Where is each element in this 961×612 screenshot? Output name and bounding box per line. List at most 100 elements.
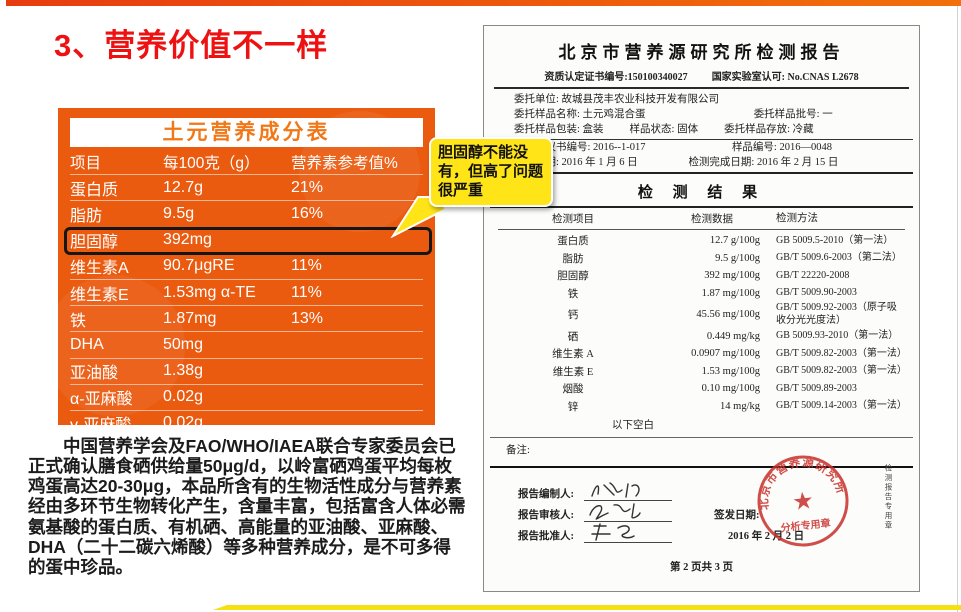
signature-approver: [584, 523, 672, 544]
table-cell: 12.7g: [163, 178, 204, 196]
table-row: 亚油酸 1.38g: [70, 359, 423, 385]
report-meta: 委托单位: 故城县茂丰农业科技开发有限公司 委托样品名称: 土元鸡混合蛋 委托样…: [484, 92, 919, 174]
page-edge-line: [957, 6, 958, 612]
results-cell: GB/T 5009.82-2003（第一法）: [776, 347, 907, 359]
results-cell: 45.56 mg/100g: [696, 309, 760, 321]
nutrition-table-title: 土元营养成分表: [70, 118, 423, 147]
divider: [490, 466, 913, 469]
results-cell: 0.449 mg/kg: [706, 330, 760, 342]
issue-date-value: 2016 年 2 月 2 日: [728, 531, 805, 543]
meta-row: 委托样品包装: 盒装 样品状态: 固体 委托样品存放: 冷藏: [484, 122, 919, 139]
signature-block: 报告编制人: 报告审核人: 签发日期: 报告批准人: 2016 年 2 月 2 …: [518, 480, 919, 544]
meta-agreement-no: 委托协议书编号: 2016--1-017: [514, 142, 646, 153]
table-row: γ-亚麻酸 0.02g: [70, 411, 423, 438]
results-cell: 蛋白质: [557, 236, 589, 248]
seal-type-text: 分析专用章: [780, 516, 831, 534]
meta-sample-no: 样品编号: 2016—0048: [731, 142, 832, 153]
results-header-item: 检测项目: [552, 214, 594, 225]
results-row: 维生素 A 0.0907 mg/100g GB/T 5009.82-2003（第一法…: [498, 345, 907, 363]
signature-row: 报告批准人: 2016 年 2 月 2 日: [518, 522, 919, 544]
results-row: 钙 45.56 mg/100g GB/T 5009.92-2003（原子吸收分光光度…: [498, 302, 905, 327]
results-cell: 维生素 A: [552, 349, 594, 361]
sign-compiler-label: 报告编制人:: [518, 489, 574, 501]
nutrition-panel: 土元营养成分表 项目 每100克（g） 营养素参考值% 蛋白质 12.7g 21% 脂…: [58, 108, 435, 438]
results-cell: GB/T 22220-2008: [776, 269, 850, 281]
meta-batch: 委托样品批号: 一: [753, 109, 833, 120]
results-cell: 烟酸: [562, 384, 584, 396]
seal-star-icon: ★: [791, 488, 815, 516]
table-cell: α-亚麻酸: [70, 391, 133, 409]
signature-row: 报告审核人: 签发日期:: [518, 501, 919, 523]
results-row: 维生素 E 1.53 mg/100g GB/T 5009.82-2003（第一法）: [498, 363, 907, 381]
page-number: 第 2 页共 3 页: [670, 562, 733, 573]
results-rows: 蛋白质 12.7 g/100g GB 5009.5-2010（第一法） 脂肪 9.5 g…: [498, 232, 907, 416]
table-cell: 11%: [291, 257, 322, 275]
callout-bubble: 胆固醇不能没有，但高了问题很严重: [429, 137, 553, 208]
sign-approver-label: 报告批准人:: [518, 531, 574, 543]
results-cell: 铁: [567, 289, 579, 301]
signature-compiler: [584, 482, 672, 502]
table-cell: 亚油酸: [70, 365, 119, 383]
results-cell: 维生素 E: [552, 366, 594, 378]
table-cell: 维生素A: [70, 260, 129, 278]
table-row: 维生素A 90.7μgRE 11%: [70, 254, 423, 280]
issue-date-label: 签发日期:: [714, 510, 760, 522]
results-cell: GB/T 5009.90-2003: [776, 287, 857, 299]
results-row: 胆固醇 392 mg/100g GB/T 22220-2008: [498, 267, 905, 285]
lab-accreditation: 国家实验室认可: No.CNAS L2678: [711, 72, 859, 83]
meta-state: 样品状态: 固体: [629, 124, 699, 135]
results-cell: 0.0907 mg/100g: [691, 348, 760, 360]
test-report-scan: 北京市营养源研究所检测报告 资质认定证书编号:150100340027 国家实验…: [483, 25, 920, 592]
results-cell: GB 5009.93-2010（第一法）: [776, 329, 899, 341]
results-cell: 脂肪: [562, 253, 584, 265]
divider: [490, 437, 913, 439]
meta-client: 委托单位: 故城县茂丰农业科技开发有限公司: [514, 94, 720, 105]
results-cell: GB/T 5009.92-2003（原子吸收分光光度法）: [776, 302, 897, 326]
table-row: 铁 1.87mg 13%: [70, 306, 423, 333]
table-cell: 9.5g: [163, 204, 195, 222]
results-row: 蛋白质 12.7 g/100g GB 5009.5-2010（第一法）: [498, 232, 905, 250]
results-cell: 392 mg/100g: [704, 270, 760, 282]
table-row: 脂肪 9.5g 16%: [70, 201, 423, 228]
table-cell: 392mg: [163, 231, 212, 249]
table-cell: 脂肪: [70, 207, 103, 225]
divider: [490, 139, 913, 140]
meta-row: 委托协议书编号: 2016--1-017 样品编号: 2016—0048: [484, 140, 919, 155]
remark-label: 备注:: [506, 445, 530, 457]
table-row: 维生素E 1.53mg α-TE 11%: [70, 280, 423, 307]
table-cell: 90.7μgRE: [163, 257, 235, 275]
slide-title: 3、营养价值不一样: [54, 28, 329, 63]
table-header-row: 项目 每100克（g） 营养素参考值%: [70, 149, 423, 176]
divider: [490, 206, 913, 208]
results-row: 脂肪 9.5 g/100g GB/T 5009.6-2003（第二法）: [498, 250, 905, 268]
divider: [490, 172, 913, 174]
top-accent-bar: [6, 0, 961, 6]
table-cell: 胆固醇: [70, 234, 119, 252]
meta-row: 委托样品名称: 土元鸡混合蛋 委托样品批号: 一: [484, 107, 919, 122]
sign-reviewer-label: 报告审核人:: [518, 510, 574, 522]
results-cell: 12.7 g/100g: [709, 235, 760, 247]
results-cell: 胆固醇: [557, 271, 589, 283]
report-title: 北京市营养源研究所检测报告: [558, 43, 845, 62]
report-cert-line: 资质认定证书编号:150100340027 国家实验室认可: No.CNAS L…: [494, 68, 909, 89]
results-row: 铁 1.87 mg/100g GB/T 5009.90-2003: [498, 285, 905, 303]
nutrition-rows: 项目 每100克（g） 营养素参考值% 蛋白质 12.7g 21% 脂肪 9.5g 16%…: [64, 149, 432, 438]
results-cell: 硒: [567, 331, 579, 343]
results-cell: 1.53 mg/100g: [701, 365, 760, 377]
results-row: 锌 14 mg/kg GB/T 5009.14-2003（第一法）: [498, 398, 907, 416]
table-cell: γ-亚麻酸: [70, 417, 132, 435]
table-cell: 铁: [70, 312, 87, 330]
table-cell: DHA: [70, 335, 104, 353]
meta-row: 收样日期: 2016 年 1 月 6 日 检测完成日期: 2016 年 2 月 …: [484, 155, 919, 170]
table-cell: 0.02g: [163, 388, 204, 406]
cert-number: 资质认定证书编号:150100340027: [544, 72, 688, 83]
table-cell: 蛋白质: [70, 181, 119, 199]
meta-storage: 委托样品存放: 冷藏: [724, 124, 814, 135]
side-note-vertical: 检测报告专用章: [884, 464, 893, 531]
bottom-accent-bar: [213, 605, 961, 610]
table-header-per100g: 每100克（g）: [163, 154, 260, 172]
results-cell: 9.5 g/100g: [715, 252, 760, 264]
results-cell: GB/T 5009.14-2003（第一法）: [776, 400, 907, 412]
meta-sample-name: 委托样品名称: 土元鸡混合蛋: [514, 109, 646, 120]
